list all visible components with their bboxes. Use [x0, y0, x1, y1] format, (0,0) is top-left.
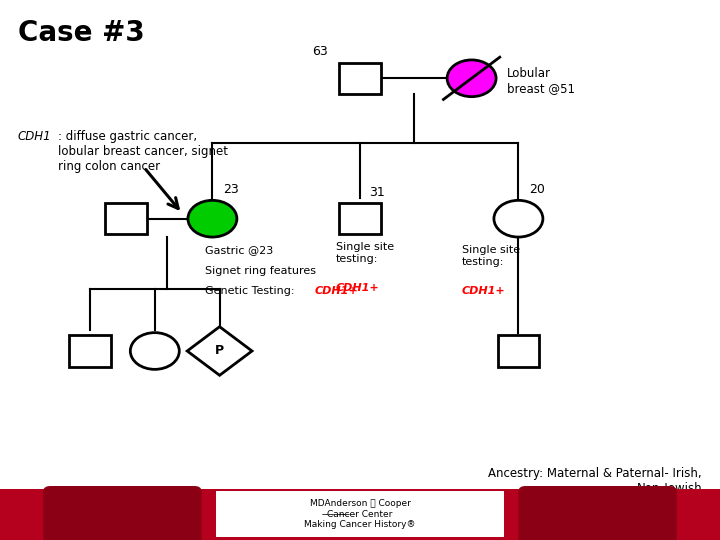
- Text: Lobular
breast @51: Lobular breast @51: [507, 67, 575, 95]
- Text: MDAnderson ⓒ Cooper
̶C̶a̶n̶c̶e̶r Center
Making Cancer History®: MDAnderson ⓒ Cooper ̶C̶a̶n̶c̶e̶r Center …: [305, 499, 415, 529]
- Polygon shape: [187, 327, 252, 375]
- Text: Signet ring features: Signet ring features: [205, 266, 316, 276]
- Circle shape: [188, 200, 237, 237]
- Bar: [216, 491, 504, 537]
- Text: P: P: [215, 345, 224, 357]
- Bar: [105, 203, 147, 234]
- FancyBboxPatch shape: [43, 486, 202, 540]
- Text: Case #3: Case #3: [18, 19, 145, 47]
- Bar: [339, 203, 381, 234]
- Text: CDH1+: CDH1+: [336, 283, 379, 293]
- Bar: [0, 489, 720, 540]
- Text: Ancestry: Maternal & Paternal- Irish,
Non-Jewish: Ancestry: Maternal & Paternal- Irish, No…: [488, 467, 702, 495]
- FancyBboxPatch shape: [518, 486, 677, 540]
- Text: Gastric @23: Gastric @23: [205, 245, 274, 255]
- Text: Single site
testing:: Single site testing:: [462, 245, 520, 267]
- Text: 23: 23: [223, 183, 239, 196]
- Text: CDH1+: CDH1+: [462, 286, 505, 296]
- Circle shape: [494, 200, 543, 237]
- Text: 20: 20: [529, 183, 545, 196]
- Bar: [69, 335, 111, 367]
- Circle shape: [447, 60, 496, 97]
- Bar: [339, 63, 381, 94]
- Text: Single site
testing:: Single site testing:: [336, 242, 394, 264]
- Text: 63: 63: [312, 45, 328, 58]
- Text: Genetic Testing:: Genetic Testing:: [205, 286, 298, 296]
- Text: 31: 31: [369, 186, 384, 199]
- Circle shape: [130, 333, 179, 369]
- Bar: [498, 335, 539, 367]
- Text: : diffuse gastric cancer,
lobular breast cancer, signet
ring colon cancer: : diffuse gastric cancer, lobular breast…: [58, 130, 228, 173]
- Text: CDH1+: CDH1+: [315, 286, 359, 296]
- Text: CDH1: CDH1: [18, 130, 52, 143]
